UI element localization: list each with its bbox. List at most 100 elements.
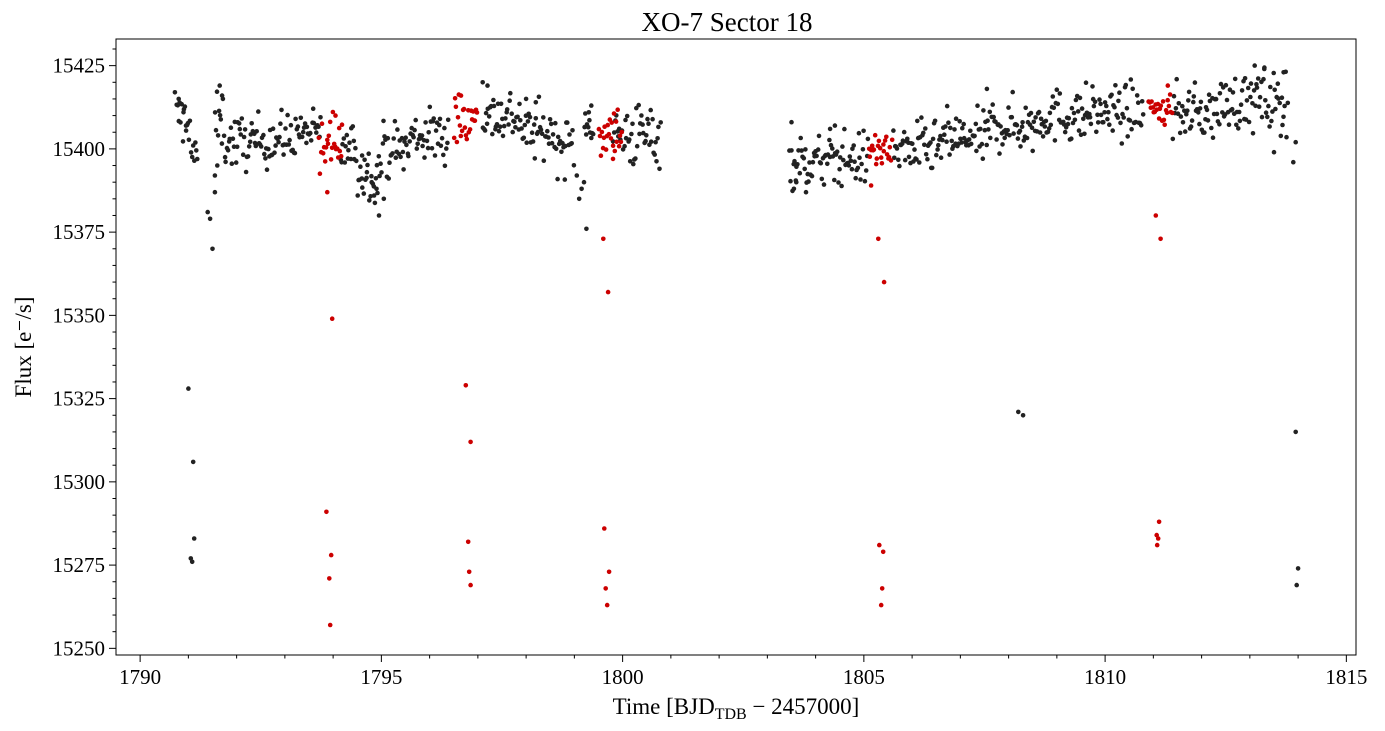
highlighted-data-point [1160, 99, 1166, 104]
data-point [189, 559, 195, 565]
data-point [1098, 112, 1104, 118]
data-point [978, 126, 983, 132]
highlighted-data-point [1167, 92, 1173, 97]
data-point [1030, 148, 1035, 154]
data-point [631, 161, 636, 167]
data-point [832, 123, 838, 128]
data-point [1268, 84, 1273, 90]
data-point [1263, 110, 1269, 115]
data-point [1054, 87, 1060, 92]
data-point [1180, 120, 1186, 125]
data-point [789, 148, 794, 153]
data-point [412, 127, 417, 133]
data-point [624, 113, 630, 119]
data-point [1129, 126, 1134, 132]
data-point [1128, 77, 1134, 82]
data-point [1072, 117, 1078, 123]
data-point [272, 150, 277, 155]
data-point [972, 133, 977, 139]
data-point [1217, 122, 1222, 127]
data-point [1020, 120, 1025, 125]
data-point [1094, 129, 1099, 135]
data-point [851, 143, 856, 148]
data-point [281, 152, 286, 157]
data-point [1105, 116, 1110, 122]
data-point [894, 146, 900, 151]
data-point [565, 120, 570, 125]
data-point [825, 161, 830, 167]
data-point [1293, 429, 1298, 435]
data-point [1285, 100, 1291, 106]
data-point [892, 155, 897, 161]
highlighted-data-point [337, 148, 343, 154]
data-point [1178, 114, 1184, 119]
data-point [234, 144, 240, 150]
data-point [837, 155, 843, 160]
highlighted-data-point [330, 109, 336, 115]
data-point [187, 118, 193, 124]
data-point [1171, 93, 1177, 99]
data-points-layer [172, 63, 1301, 628]
highlighted-data-point [461, 106, 467, 112]
data-point [807, 160, 812, 165]
data-point [189, 154, 195, 160]
data-point [486, 114, 492, 119]
data-point [961, 135, 967, 141]
data-point [354, 158, 359, 164]
data-point [658, 120, 663, 125]
data-point [483, 110, 489, 116]
data-point [1077, 95, 1083, 101]
data-point [1238, 102, 1244, 107]
data-point [273, 143, 278, 148]
data-point [1040, 134, 1046, 139]
data-point [1192, 80, 1198, 85]
data-point [798, 135, 803, 141]
data-point [1176, 101, 1182, 106]
data-point [515, 114, 520, 120]
data-point [231, 144, 237, 149]
highlighted-data-point [327, 119, 333, 125]
highlighted-data-point [613, 119, 619, 124]
data-point [653, 139, 658, 145]
data-point [1234, 122, 1239, 128]
highlighted-data-point [455, 115, 461, 120]
data-point [300, 129, 306, 135]
data-point [1106, 109, 1111, 115]
data-point [371, 193, 377, 198]
highlighted-data-point [882, 138, 888, 143]
data-point [1123, 82, 1129, 88]
data-point [1057, 91, 1063, 96]
highlighted-data-point [617, 133, 623, 139]
data-point [1269, 118, 1274, 124]
data-point [181, 110, 186, 115]
data-point [314, 130, 319, 135]
data-point [1198, 99, 1204, 105]
data-point [411, 134, 416, 140]
highlighted-data-point [603, 147, 609, 152]
data-point [1102, 110, 1107, 115]
data-point [247, 139, 253, 145]
data-point [491, 97, 496, 103]
data-point [1189, 118, 1195, 123]
data-point [1091, 103, 1097, 109]
highlighted-data-point [867, 154, 873, 159]
data-point [518, 118, 523, 123]
data-point [217, 83, 222, 88]
data-point [1010, 89, 1015, 95]
data-point [1095, 112, 1100, 118]
data-point [533, 100, 539, 105]
data-point [180, 139, 186, 144]
data-point [1248, 94, 1253, 100]
highlighted-data-point [878, 602, 884, 608]
data-point [1042, 124, 1048, 129]
x-tick-label: 1815 [1325, 665, 1367, 689]
data-point [512, 119, 517, 125]
data-point [910, 141, 915, 147]
data-point [437, 122, 442, 128]
highlighted-data-point [329, 316, 335, 322]
data-point [1018, 144, 1023, 149]
data-point [286, 142, 292, 147]
data-point [1204, 107, 1210, 113]
data-point [445, 140, 450, 146]
